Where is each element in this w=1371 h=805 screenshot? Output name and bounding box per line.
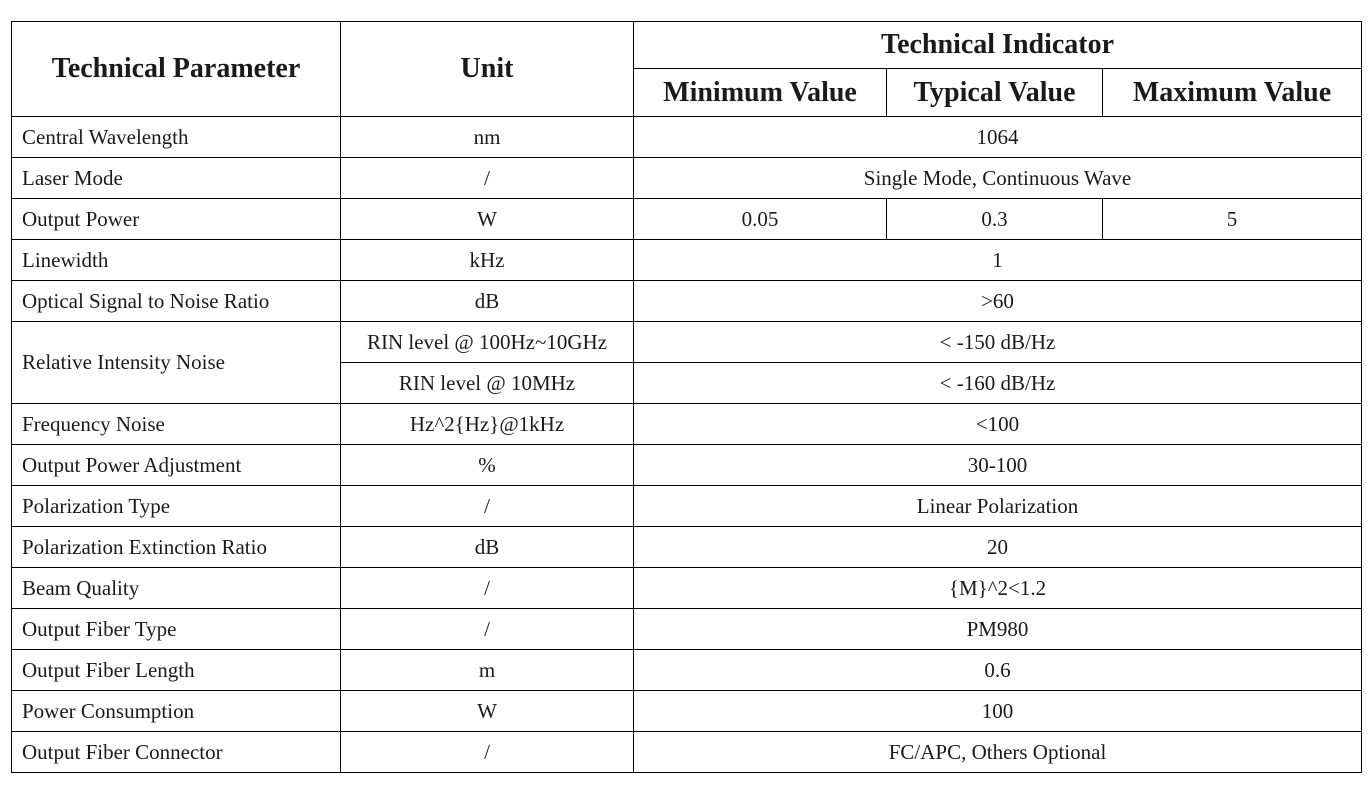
unit-cell: /	[340, 157, 634, 199]
header-indicator: Technical Indicator	[632, 21, 1363, 69]
unit-cell: nm	[340, 116, 634, 158]
table-row: RIN level @ 10MHz < -160 dB/Hz	[12, 362, 1363, 404]
header-unit: Unit	[340, 21, 634, 117]
header-max: Maximum Value	[1101, 68, 1363, 117]
table-row: Polarization Type / Linear Polarization	[11, 485, 1363, 527]
value-cell: 20	[632, 526, 1363, 568]
value-cell: FC/APC, Others Optional	[632, 731, 1363, 773]
min-value-cell: 0.05	[633, 198, 887, 240]
parameter-cell: Output Power Adjustment	[11, 444, 341, 486]
table-row: Output Power W 0.05 0.3 5	[11, 198, 1363, 240]
parameter-cell: Linewidth	[11, 239, 341, 281]
unit-cell: W	[340, 690, 634, 732]
table-row: Power Consumption W 100	[11, 690, 1363, 732]
unit-cell: m	[340, 649, 634, 691]
parameter-cell: Polarization Extinction Ratio	[11, 526, 341, 568]
table-row: Optical Signal to Noise Ratio dB >60	[11, 280, 1363, 322]
value-cell: 30-100	[632, 444, 1363, 486]
parameter-cell: Output Fiber Type	[11, 608, 341, 650]
parameter-cell: Output Fiber Connector	[11, 731, 341, 773]
value-cell: 0.6	[632, 649, 1363, 691]
unit-cell: RIN level @ 10MHz	[340, 362, 634, 404]
value-cell: PM980	[632, 608, 1363, 650]
table-row: Beam Quality / {M}^2<1.2	[11, 567, 1363, 609]
value-cell: Linear Polarization	[632, 485, 1363, 527]
table-row: Output Fiber Type / PM980	[11, 608, 1363, 650]
table-row: Central Wavelength nm 1064	[11, 116, 1363, 158]
table-row: Output Power Adjustment% 30-100	[11, 444, 1363, 486]
unit-cell: /	[340, 731, 634, 773]
parameter-cell: Frequency Noise	[11, 403, 341, 445]
value-cell: >60	[632, 280, 1363, 322]
typical-value-cell: 0.3	[886, 198, 1103, 240]
unit-cell: /	[340, 608, 634, 650]
unit-cell: /	[340, 567, 634, 609]
table-row: Frequency Noise Hz^2{Hz}@1kHz <100	[11, 403, 1363, 445]
parameter-cell: Power Consumption	[11, 690, 341, 732]
value-cell: {M}^2<1.2	[632, 567, 1363, 609]
unit-cell: W	[340, 198, 634, 240]
header-min: Minimum Value	[633, 68, 887, 117]
value-cell: 1064	[632, 116, 1363, 158]
parameter-cell: Optical Signal to Noise Ratio	[11, 280, 341, 322]
header-typical: Typical Value	[886, 68, 1103, 117]
unit-cell: %	[340, 444, 634, 486]
unit-cell: Hz^2{Hz}@1kHz	[340, 403, 634, 445]
spec-table: Technical Parameter Unit Technical Indic…	[11, 21, 1363, 773]
table-row: Output Fiber Connector / FC/APC, Others Op…	[11, 731, 1363, 773]
unit-cell: dB	[340, 526, 634, 568]
table-row: Relative Intensity Noise RIN level @ 100H…	[11, 321, 1363, 404]
parameter-cell: Laser Mode	[11, 157, 341, 199]
unit-cell: /	[340, 485, 634, 527]
parameter-cell: Relative Intensity Noise	[11, 321, 341, 404]
parameter-cell: Beam Quality	[11, 567, 341, 609]
header-parameter: Technical Parameter	[11, 21, 341, 117]
value-cell: Single Mode, Continuous Wave	[632, 157, 1363, 199]
parameter-cell: Output Power	[11, 198, 341, 240]
table-row: Polarization Extinction Ratio dB 20	[11, 526, 1363, 568]
table-row: Linewidth kHz 1	[11, 239, 1363, 281]
parameter-cell: Central Wavelength	[11, 116, 341, 158]
table-row: Output Fiber Length m 0.6	[11, 649, 1363, 691]
parameter-cell: Polarization Type	[11, 485, 341, 527]
value-cell: <100	[632, 403, 1363, 445]
table-row: Laser Mode / Single Mode, Continuous Wave	[11, 157, 1363, 199]
unit-cell: kHz	[340, 239, 634, 281]
unit-cell: RIN level @ 100Hz~10GHz	[340, 321, 634, 363]
max-value-cell: 5	[1101, 198, 1363, 240]
value-cell: 100	[632, 690, 1363, 732]
value-cell: < -150 dB/Hz	[632, 321, 1363, 363]
parameter-cell: Output Fiber Length	[11, 649, 341, 691]
value-cell: 1	[632, 239, 1363, 281]
unit-cell: dB	[340, 280, 634, 322]
value-cell: < -160 dB/Hz	[632, 362, 1363, 404]
